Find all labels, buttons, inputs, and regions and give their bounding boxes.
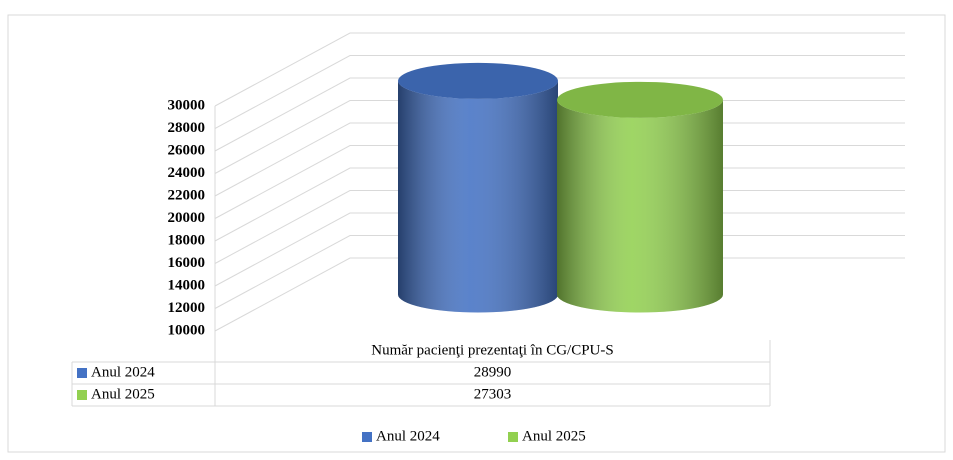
table-header: Număr pacienţi prezentaţi în CG/CPU-S bbox=[371, 342, 613, 358]
cylinder-shade bbox=[398, 80, 558, 313]
legend-label: Anul 2025 bbox=[522, 428, 586, 444]
table-row-label: Anul 2025 bbox=[91, 386, 155, 402]
chart-frame bbox=[7, 14, 946, 453]
table-row-label: Anul 2024 bbox=[91, 364, 155, 380]
y-tick-label: 24000 bbox=[168, 165, 206, 181]
cylinder-top bbox=[398, 62, 558, 99]
cylinder-top-shade bbox=[557, 81, 723, 118]
y-tick-label: 30000 bbox=[168, 97, 206, 113]
cylinder-top bbox=[557, 81, 723, 118]
table-legend-key bbox=[77, 390, 87, 400]
y-tick-label: 28000 bbox=[168, 120, 206, 136]
y-tick-label: 14000 bbox=[168, 277, 206, 293]
y-tick-label: 12000 bbox=[168, 300, 206, 316]
y-tick-label: 18000 bbox=[168, 232, 206, 248]
cylinder-top-shade bbox=[398, 62, 558, 99]
grid-line bbox=[214, 55, 905, 129]
legend-label: Anul 2024 bbox=[376, 428, 440, 444]
y-tick-label: 20000 bbox=[168, 210, 206, 226]
y-tick-label: 16000 bbox=[168, 255, 206, 271]
cylinder-shade bbox=[557, 99, 723, 313]
legend-key bbox=[508, 432, 518, 442]
grid-line bbox=[214, 32, 905, 107]
table-value: 27303 bbox=[474, 386, 512, 402]
legend-key bbox=[362, 432, 372, 442]
table-value: 28990 bbox=[474, 364, 512, 380]
y-tick-label: 10000 bbox=[168, 322, 206, 338]
y-tick-label: 26000 bbox=[168, 142, 206, 158]
grid-line bbox=[214, 77, 905, 152]
y-tick-label: 22000 bbox=[168, 187, 206, 203]
table-legend-key bbox=[77, 368, 87, 378]
